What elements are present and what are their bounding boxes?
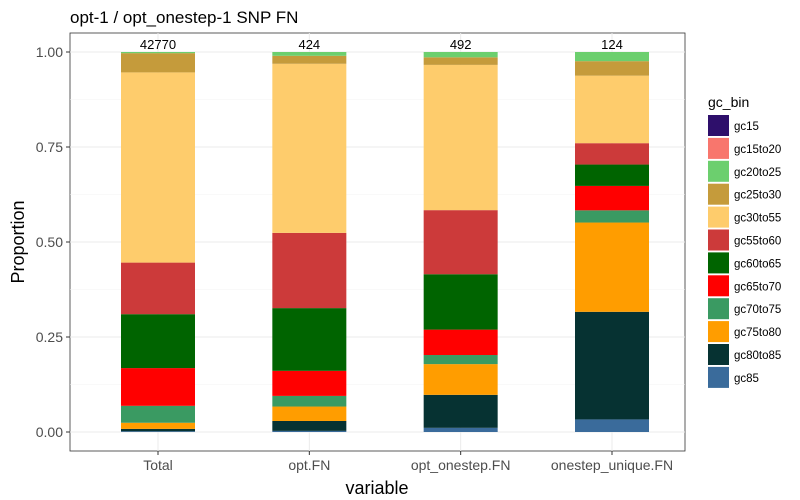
bar-segment-gc55to60: [423, 210, 498, 275]
y-tick-label: 1.00: [36, 44, 63, 60]
count-label: 42770: [140, 37, 176, 52]
legend-key-gc55to60: [708, 229, 729, 251]
x-tick-label: onestep_unique.FN: [551, 457, 673, 473]
y-tick-label: 0.25: [36, 329, 63, 345]
bar-segment-gc65to70: [423, 329, 498, 356]
legend-label: gc25to30: [734, 190, 781, 202]
bar-segment-gc25to30: [575, 61, 649, 76]
legend-key-gc20to25: [708, 160, 729, 182]
legend-label: gc60to65: [734, 258, 781, 270]
bar-segment-gc30to55: [121, 72, 195, 263]
x-tick-label: opt_onestep.FN: [411, 457, 511, 473]
count-label: 492: [450, 37, 472, 52]
bar-segment-gc85: [575, 419, 649, 432]
legend-label: gc55to60: [734, 236, 781, 248]
bar-segment-gc55to60: [121, 262, 195, 315]
legend-key-gc65to70: [708, 275, 729, 297]
legend-label: gc75to80: [734, 327, 781, 339]
bar-segment-gc25to30: [121, 53, 195, 73]
bar-segment-gc60to65: [423, 274, 498, 330]
legend-label: gc65to70: [734, 281, 781, 293]
legend-label: gc20to25: [734, 167, 781, 179]
legend-title: gc_bin: [708, 94, 749, 110]
legend-key-gc80to85: [708, 344, 729, 365]
bar-segment-gc75to80: [423, 364, 498, 395]
legend-key-gc70to75: [708, 298, 729, 320]
legend-key-gc85: [708, 366, 729, 388]
legend-key-gc30to55: [708, 206, 729, 228]
count-label: 424: [298, 37, 320, 52]
legend-key-gc15to20: [708, 137, 729, 159]
bar-segment-gc60to65: [121, 314, 195, 369]
bar-segment-gc85: [272, 430, 347, 432]
bar-segment-gc25to30: [272, 55, 347, 64]
bar-segment-gc60to65: [575, 164, 649, 186]
bar-segment-gc30to55: [272, 63, 347, 233]
legend-label: gc15: [734, 121, 759, 133]
y-axis: 0.00 0.25 0.50 0.75 1.00: [36, 44, 70, 440]
bar-segment-gc25to30: [423, 57, 498, 65]
bar-segment-gc80to85: [423, 394, 498, 428]
bar-segment-gc20to25: [423, 52, 498, 58]
bar-segment-gc75to80: [121, 422, 195, 429]
bar-segment-gc70to75: [423, 355, 498, 365]
legend-label: gc30to55: [734, 213, 781, 225]
bar-segment-gc80to85: [575, 311, 649, 420]
bar-segment-gc20to25: [121, 52, 195, 54]
x-tick-label: opt.FN: [288, 457, 330, 473]
bar-segment-gc70to75: [121, 405, 195, 423]
y-axis-title: Proportion: [8, 200, 28, 283]
bar-segment-gc85: [121, 431, 195, 432]
y-tick-label: 0.50: [36, 234, 63, 250]
x-axis-title: variable: [345, 478, 408, 498]
x-axis: Total opt.FN opt_onestep.FN onestep_unique.…: [143, 451, 673, 473]
legend-key-gc15: [708, 115, 729, 136]
legend: gc_bin gc15 gc15to20 gc20to25 gc25to30 gc30t…: [708, 94, 781, 388]
legend-key-gc75to80: [708, 321, 729, 343]
bar-segment-gc75to80: [575, 222, 649, 312]
x-tick-label: Total: [143, 457, 173, 473]
bar-segment-gc75to80: [272, 406, 347, 421]
bar-segment-gc80to85: [121, 428, 195, 432]
bar-segment-gc65to70: [575, 185, 649, 211]
legend-label: gc70to75: [734, 304, 781, 316]
legend-key-gc60to65: [708, 252, 729, 274]
bars: [121, 52, 649, 432]
bar-segment-gc30to55: [423, 64, 498, 211]
legend-label: gc85: [734, 373, 759, 385]
bar-segment-gc30to55: [575, 75, 649, 144]
bar-segment-gc65to70: [272, 370, 347, 396]
y-tick-label: 0.75: [36, 139, 63, 155]
y-tick-label: 0.00: [36, 424, 63, 440]
count-label: 124: [601, 37, 623, 52]
bar-segment-gc80to85: [272, 420, 347, 431]
bar-segment-gc55to60: [575, 143, 649, 165]
legend-label: gc15to20: [734, 144, 781, 156]
bar-segment-gc55to60: [272, 232, 347, 309]
bar-segment-gc20to25: [272, 52, 347, 56]
legend-key-gc25to30: [708, 183, 729, 205]
bar-segment-gc60to65: [272, 308, 347, 371]
bar-segment-gc65to70: [121, 368, 195, 406]
bar-segment-gc70to75: [272, 395, 347, 407]
bar-segment-gc70to75: [575, 210, 649, 223]
chart-title: opt-1 / opt_onestep-1 SNP FN: [70, 8, 298, 27]
bar-segment-gc20to25: [575, 52, 649, 62]
count-labels: 42770 424 492 124: [140, 37, 623, 52]
bar-segment-gc85: [423, 427, 498, 432]
legend-label: gc80to85: [734, 350, 781, 362]
